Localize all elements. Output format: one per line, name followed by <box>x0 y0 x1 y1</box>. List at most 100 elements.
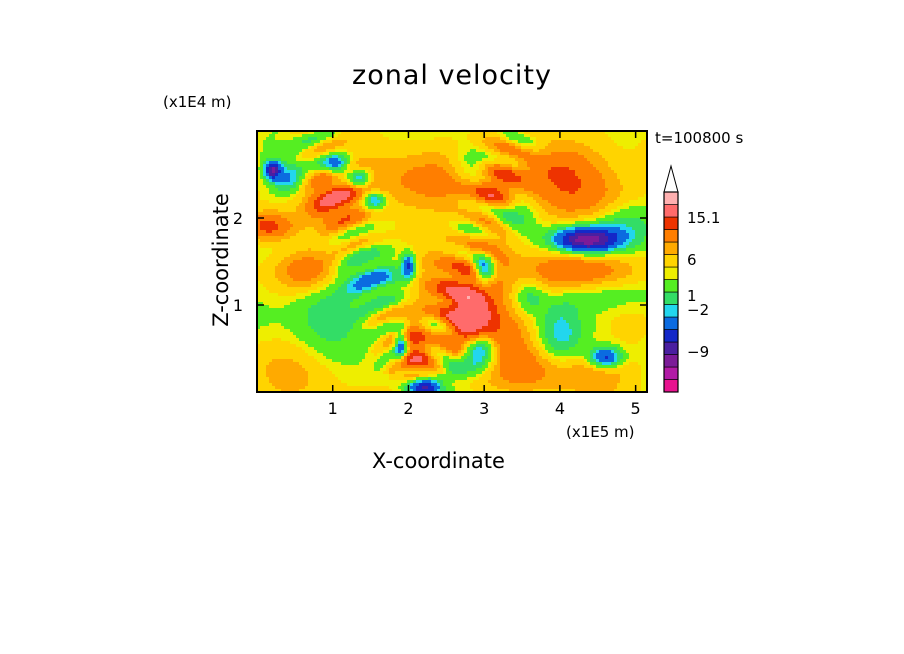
contour-cell <box>290 302 317 305</box>
contour-cell <box>554 182 581 185</box>
contour-cell <box>404 269 413 272</box>
contour-cell <box>491 359 494 362</box>
contour-cell <box>497 272 539 275</box>
contour-cell <box>518 161 527 164</box>
contour-cell <box>371 194 377 197</box>
contour-cell <box>344 233 359 236</box>
contour-cell <box>395 299 401 302</box>
contour-cell <box>503 293 509 296</box>
contour-cell <box>341 164 344 167</box>
contour-cell <box>311 293 332 296</box>
contour-cell <box>578 215 599 218</box>
contour-cell <box>491 383 617 386</box>
contour-cell <box>494 215 497 218</box>
contour-cell <box>257 149 263 152</box>
contour-cell <box>407 335 410 338</box>
contour-cell <box>347 176 353 179</box>
contour-cell <box>491 365 494 368</box>
contour-cell <box>332 182 347 185</box>
contour-cell <box>605 179 620 182</box>
contour-cell <box>575 230 608 233</box>
contour-cell <box>407 359 410 362</box>
contour-cell <box>476 263 479 266</box>
contour-cell <box>257 227 260 230</box>
contour-cell <box>269 323 281 326</box>
contour-cell <box>494 218 497 221</box>
contour-cell <box>479 278 482 281</box>
contour-cell <box>524 200 536 203</box>
contour-cell <box>587 362 590 365</box>
contour-cell <box>560 188 578 191</box>
contour-cell <box>296 209 305 212</box>
contour-cell <box>626 350 647 353</box>
contour-cell <box>533 206 542 209</box>
contour-cell <box>323 152 329 155</box>
contour-cell <box>482 293 488 296</box>
contour-cell <box>578 188 608 191</box>
contour-cell <box>353 251 359 254</box>
contour-cell <box>371 314 374 317</box>
contour-cell <box>260 191 269 194</box>
contour-cell <box>449 161 461 164</box>
contour-cell <box>476 329 497 332</box>
contour-cell <box>398 386 404 389</box>
contour-cell <box>596 350 599 353</box>
contour-cell <box>488 368 494 371</box>
contour-cell <box>296 158 314 161</box>
contour-cell <box>473 269 476 272</box>
contour-cell <box>416 278 419 281</box>
contour-cell <box>368 239 383 242</box>
contour-cell <box>482 263 485 266</box>
contour-cell <box>407 362 428 365</box>
contour-cell <box>401 329 404 332</box>
contour-cell <box>257 353 308 356</box>
contour-cell <box>326 356 365 359</box>
contour-cell <box>563 242 572 245</box>
contour-cell <box>596 317 614 320</box>
z-tick-label: 2 <box>233 209 243 228</box>
contour-cell <box>257 236 290 239</box>
contour-cell <box>482 269 488 272</box>
contour-cell <box>401 266 404 269</box>
contour-cell <box>572 329 581 332</box>
contour-cell <box>440 311 449 314</box>
contour-cell <box>323 353 365 356</box>
contour-cell <box>437 389 440 392</box>
contour-cell <box>470 179 479 182</box>
contour-cell <box>320 155 326 158</box>
contour-cell <box>353 197 359 200</box>
contour-cell <box>407 317 422 320</box>
contour-cell <box>539 194 605 197</box>
contour-cell <box>566 359 584 362</box>
contour-cell <box>605 131 647 134</box>
contour-cell <box>308 377 338 380</box>
contour-cell <box>404 386 410 389</box>
contour-cell <box>536 380 620 383</box>
contour-cell <box>581 182 605 185</box>
contour-cell <box>257 212 308 215</box>
contour-cell <box>368 173 371 176</box>
contour-cell <box>410 386 416 389</box>
contour-cell <box>419 278 431 281</box>
contour-cell <box>527 206 533 209</box>
contour-cell <box>491 251 503 254</box>
contour-cell <box>404 305 425 308</box>
contour-cell <box>620 374 641 377</box>
contour-cell <box>557 206 590 209</box>
contour-cell <box>539 341 542 344</box>
contour-cell <box>389 305 392 308</box>
contour-cell <box>257 167 263 170</box>
contour-cell <box>338 155 344 158</box>
contour-cell <box>266 374 308 377</box>
contour-cell <box>590 146 623 149</box>
contour-cell <box>299 203 305 206</box>
colorbar-label: 15.1 <box>687 209 720 227</box>
contour-cell <box>437 323 440 326</box>
contour-cell <box>305 350 317 353</box>
contour-cell <box>308 314 365 317</box>
contour-cell <box>494 359 497 362</box>
contour-cell <box>380 311 386 314</box>
contour-cell <box>446 317 449 320</box>
contour-cell <box>302 365 326 368</box>
contour-cell <box>500 323 518 326</box>
